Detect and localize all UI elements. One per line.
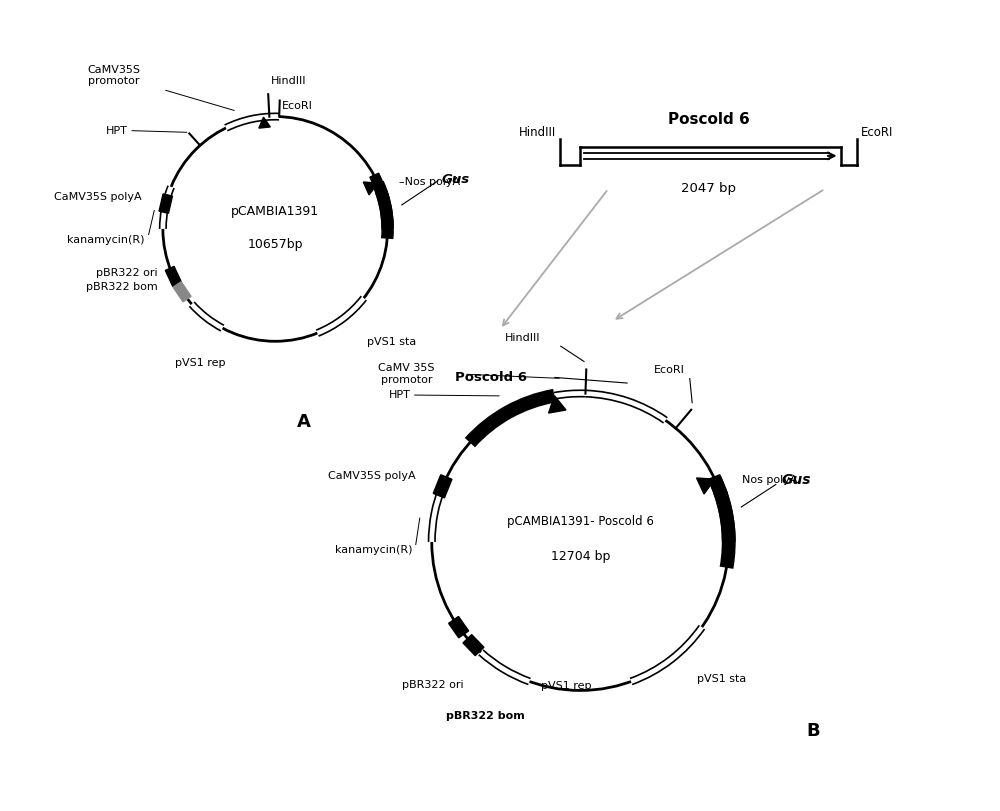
Text: pCAMBIA1391: pCAMBIA1391 — [231, 204, 319, 218]
Text: Poscold 6: Poscold 6 — [668, 112, 750, 127]
Text: Gus: Gus — [781, 474, 811, 487]
Text: HPT: HPT — [106, 126, 128, 135]
Text: EcoRI: EcoRI — [654, 365, 685, 375]
Polygon shape — [259, 117, 270, 128]
Text: 12704 bp: 12704 bp — [551, 550, 610, 563]
Text: pBR322 bom: pBR322 bom — [446, 710, 524, 720]
Text: Gus: Gus — [442, 173, 470, 186]
Text: kanamycin(R): kanamycin(R) — [67, 235, 145, 245]
Text: CaMV 35S
promotor: CaMV 35S promotor — [378, 363, 435, 385]
Polygon shape — [463, 634, 484, 655]
Text: CaMV35S
promotor: CaMV35S promotor — [87, 65, 140, 86]
Text: Nos polyA: Nos polyA — [742, 475, 798, 485]
Polygon shape — [173, 281, 191, 302]
Text: pVS1 sta: pVS1 sta — [367, 337, 416, 347]
Text: pBR322 ori: pBR322 ori — [402, 680, 464, 690]
Text: pVS1 rep: pVS1 rep — [541, 680, 592, 690]
Polygon shape — [549, 396, 566, 413]
Text: pBR322 ori: pBR322 ori — [96, 268, 158, 278]
Text: pCAMBIA1391- Poscold 6: pCAMBIA1391- Poscold 6 — [507, 515, 654, 529]
Text: B: B — [806, 722, 820, 740]
Polygon shape — [370, 174, 386, 193]
Polygon shape — [165, 266, 182, 286]
Text: HPT: HPT — [389, 390, 411, 400]
Text: EcoRI: EcoRI — [861, 126, 894, 139]
Text: HindIII: HindIII — [271, 76, 306, 86]
Polygon shape — [449, 616, 469, 637]
Text: HindIII: HindIII — [504, 333, 540, 343]
Polygon shape — [433, 474, 452, 498]
Text: 2047 bp: 2047 bp — [681, 182, 736, 195]
Text: Poscold 6: Poscold 6 — [455, 371, 527, 384]
Text: pVS1 sta: pVS1 sta — [697, 674, 746, 684]
Text: A: A — [296, 413, 310, 431]
Polygon shape — [159, 194, 172, 213]
Polygon shape — [709, 474, 727, 498]
Text: pBR322 bom: pBR322 bom — [86, 282, 158, 292]
Polygon shape — [363, 182, 378, 195]
Polygon shape — [697, 478, 715, 494]
Text: CaMV35S polyA: CaMV35S polyA — [328, 471, 416, 481]
Text: pVS1 rep: pVS1 rep — [175, 358, 225, 368]
Text: EcoRI: EcoRI — [282, 101, 313, 111]
Text: HindIII: HindIII — [519, 126, 556, 139]
Text: –Nos polyA: –Nos polyA — [399, 178, 460, 187]
Text: 10657bp: 10657bp — [248, 238, 303, 251]
Text: kanamycin(R): kanamycin(R) — [335, 545, 413, 556]
Text: CaMV35S polyA: CaMV35S polyA — [54, 192, 142, 202]
